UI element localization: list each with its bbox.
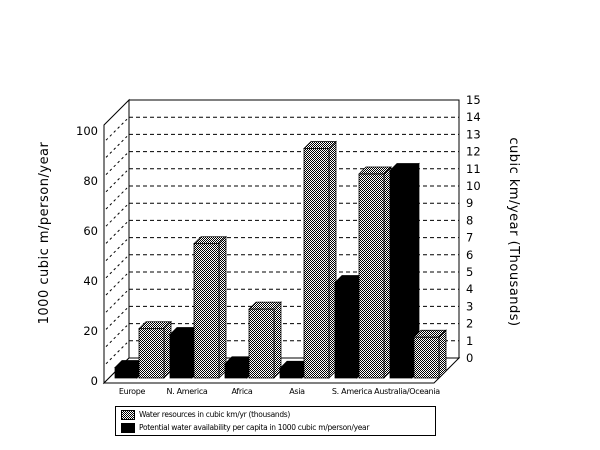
right-axis-tick-10: 10: [466, 179, 481, 193]
right-axis-tick-2: 2: [466, 317, 473, 331]
left-axis-tick-0: 0: [91, 374, 98, 388]
bar-europe-resources: [138, 328, 165, 379]
black-swatch-icon: [121, 422, 135, 433]
right-axis-tick-3: 3: [466, 299, 473, 313]
right-axis-tick-6: 6: [466, 248, 473, 262]
right-axis-tick-1: 1: [466, 334, 473, 348]
x-axis-label-africa: Africa: [231, 387, 252, 396]
bar-africa-resources: [248, 308, 275, 379]
left-axis-tick-40: 40: [83, 274, 98, 288]
bar-europe-availability: [114, 367, 138, 379]
right-axis-tick-13: 13: [466, 127, 481, 141]
x-axis-label-s-america: S. America: [332, 387, 373, 396]
side-wall: [103, 98, 130, 385]
right-axis-tick-15: 15: [466, 93, 481, 107]
legend-label: Potential water availability per capita …: [139, 422, 370, 432]
bar-s-america-availability: [334, 282, 358, 379]
left-axis-tick-20: 20: [83, 324, 98, 338]
left-axis-tick-100: 100: [76, 124, 98, 138]
legend-label: Water resources in cubic km/yr (thousand…: [139, 409, 291, 419]
bar-s-america-resources: [358, 173, 385, 379]
right-axis-tick-4: 4: [466, 282, 473, 296]
right-axis-tick-5: 5: [466, 265, 473, 279]
left-axis-title: 1000 cubic m/person/year: [37, 141, 52, 324]
x-axis-label-europe: Europe: [119, 387, 146, 396]
right-axis-tick-0: 0: [466, 351, 473, 365]
bar-australia-oceania-availability: [389, 170, 413, 379]
legend: Water resources in cubic km/yr (thousand…: [115, 406, 436, 436]
bar-australia-oceania-resources: [413, 336, 440, 379]
bar-n-america-resources-side: [218, 235, 227, 379]
x-axis-label-n-america: N. America: [166, 387, 207, 396]
right-axis-tick-8: 8: [466, 213, 473, 227]
right-axis-tick-14: 14: [466, 110, 481, 124]
left-axis-tick-60: 60: [83, 224, 98, 238]
bar-asia-resources: [303, 148, 330, 379]
right-axis-title: cubic km/year (Thousands): [506, 137, 521, 326]
legend-item-water-availability: Potential water availability per capita …: [121, 422, 435, 434]
bar-africa-availability: [224, 363, 248, 379]
right-axis-tick-7: 7: [466, 231, 473, 245]
x-axis-label-australia-oceania: Australia/Oceania: [374, 387, 440, 396]
right-axis-tick-9: 9: [466, 196, 473, 210]
left-axis-tick-80: 80: [83, 174, 98, 188]
legend-item-water-resources: Water resources in cubic km/yr (thousand…: [121, 409, 435, 421]
bar-africa-resources-side: [273, 301, 282, 379]
x-axis-label-asia: Asia: [289, 387, 305, 396]
plot-area: Europe N. America Africa Asia S. America Aust…: [76, 93, 481, 396]
bar-australia-oceania-resources-side: [438, 329, 447, 379]
bar-n-america-resources: [193, 243, 220, 379]
bar-n-america-availability: [169, 334, 193, 379]
bar-asia-availability: [279, 367, 303, 379]
hatched-swatch-icon: [121, 409, 135, 420]
right-axis-tick-12: 12: [466, 145, 481, 159]
right-axis-tick-11: 11: [466, 162, 481, 176]
